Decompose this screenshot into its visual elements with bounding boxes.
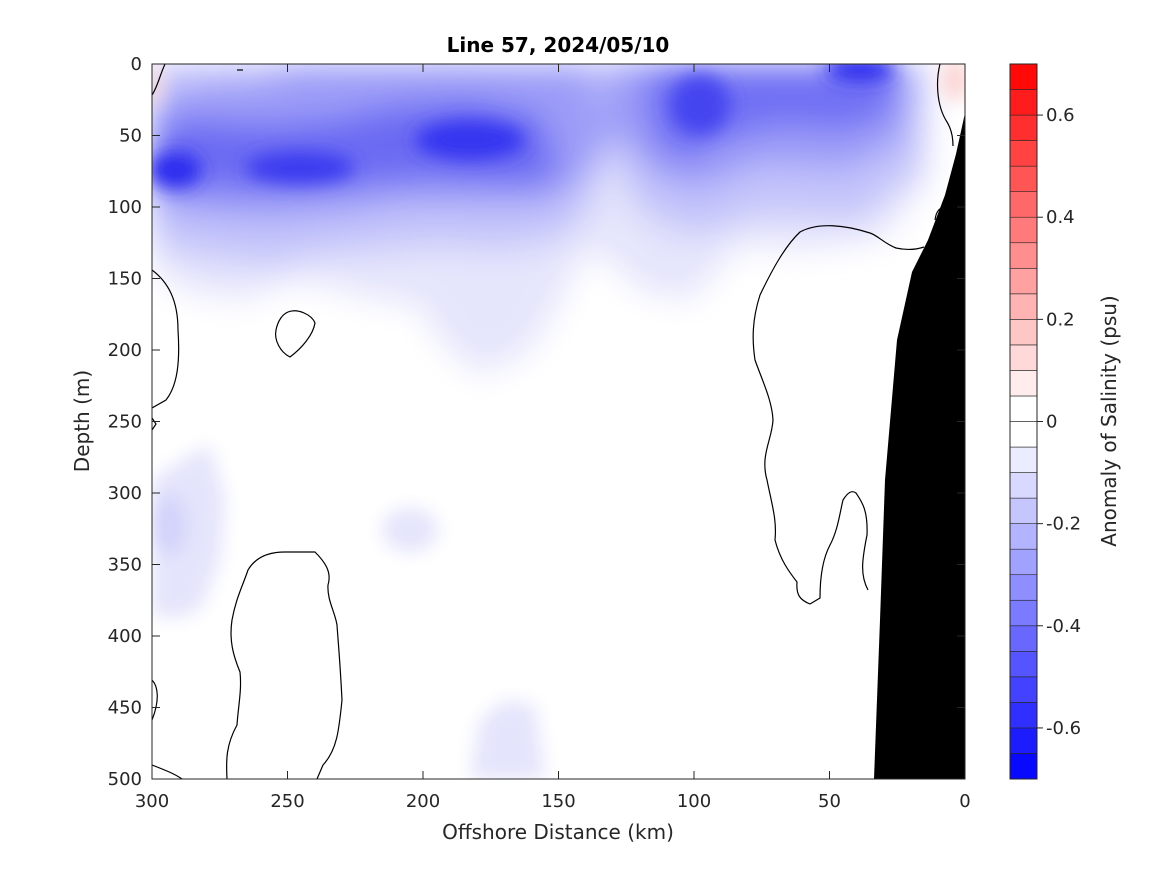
- x-tick-label: 150: [541, 791, 575, 812]
- fresh-cores: [152, 64, 895, 188]
- bathymetry: [874, 113, 965, 779]
- colorbar-tick-label: -0.6: [1046, 718, 1081, 739]
- colorbar-swatch: [1009, 191, 1038, 218]
- colorbar-swatch: [1009, 625, 1038, 652]
- y-tick-label: 500: [108, 769, 142, 790]
- colorbar-swatch: [1009, 395, 1038, 422]
- colorbar-ticks: 0.6 0.4 0.2 0 -0.2 -0.4 -0.6: [1037, 105, 1081, 739]
- colorbar-tick-label: -0.2: [1046, 514, 1081, 535]
- colorbar-swatch: [1009, 727, 1038, 754]
- colorbar-tick-label: 0: [1046, 412, 1057, 433]
- colorbar-swatch: [1009, 140, 1038, 167]
- y-axis-ticks: 0 50 100 150 200 250 300 350 400 450 500: [108, 54, 965, 790]
- colorbar-swatch: [1009, 370, 1038, 397]
- colorbar-swatch: [1009, 523, 1038, 550]
- colorbar-swatch: [1009, 242, 1038, 269]
- x-tick-label: 0: [959, 791, 970, 812]
- colorbar-swatch: [1009, 63, 1038, 90]
- x-tick-label: 100: [677, 791, 711, 812]
- colorbar-tick-label: 0.4: [1046, 207, 1075, 228]
- colorbar-swatch: [1009, 497, 1038, 524]
- colorbar-swatch: [1009, 548, 1038, 576]
- y-tick-label: 300: [108, 483, 142, 504]
- colorbar-tick-label: 0.6: [1046, 105, 1075, 126]
- x-tick-label: 200: [406, 791, 440, 812]
- x-axis-ticks: 300 250 200 150 100 50 0: [135, 64, 971, 812]
- colorbar-label: Anomaly of Salinity (psu): [1097, 295, 1121, 546]
- colorbar-swatch: [1009, 319, 1038, 346]
- colorbar-swatch: [1009, 753, 1038, 780]
- colorbar-swatch: [1009, 446, 1038, 473]
- colorbar-swatch: [1009, 574, 1038, 601]
- y-tick-label: 450: [108, 698, 142, 719]
- x-tick-label: 300: [135, 791, 169, 812]
- x-axis-label: Offshore Distance (km): [442, 820, 674, 844]
- colorbar-swatch: [1009, 651, 1038, 678]
- colorbar-swatch: [1009, 114, 1038, 141]
- plot-area: [151, 63, 966, 780]
- colorbar-swatches: [1009, 63, 1038, 780]
- colorbar-swatch: [1009, 702, 1038, 729]
- y-tick-label: 350: [108, 555, 142, 576]
- colorbar-swatch: [1009, 89, 1038, 116]
- colorbar-swatch: [1009, 344, 1038, 371]
- colorbar-tick-label: -0.4: [1046, 616, 1081, 637]
- y-tick-label: 100: [108, 197, 142, 218]
- colorbar-swatch: [1009, 676, 1038, 703]
- y-axis-label: Depth (m): [70, 370, 94, 472]
- y-tick-label: 400: [108, 626, 142, 647]
- y-tick-label: 0: [131, 54, 142, 75]
- colorbar-swatch: [1009, 472, 1038, 499]
- colorbar-swatch: [1009, 216, 1038, 244]
- chart-title: Line 57, 2024/05/10: [447, 33, 670, 57]
- y-tick-label: 50: [119, 126, 142, 147]
- y-tick-label: 150: [108, 269, 142, 290]
- colorbar-swatch: [1009, 267, 1038, 295]
- colorbar-swatch: [1009, 599, 1038, 627]
- colorbar: 0.6 0.4 0.2 0 -0.2 -0.4 -0.6 Anomaly of Salini…: [1009, 63, 1121, 780]
- colorbar-swatch: [1009, 165, 1038, 192]
- colorbar-tick-label: 0.2: [1046, 309, 1075, 330]
- y-tick-label: 250: [108, 412, 142, 433]
- weak-fresh-patches: [152, 445, 545, 779]
- colorbar-swatch: [1009, 421, 1038, 448]
- colorbar-swatch: [1009, 293, 1038, 320]
- x-tick-label: 250: [270, 791, 304, 812]
- x-tick-label: 50: [818, 791, 841, 812]
- zero-contours: [152, 64, 954, 779]
- salinity-anomaly-field: [152, 64, 965, 779]
- y-tick-label: 200: [108, 340, 142, 361]
